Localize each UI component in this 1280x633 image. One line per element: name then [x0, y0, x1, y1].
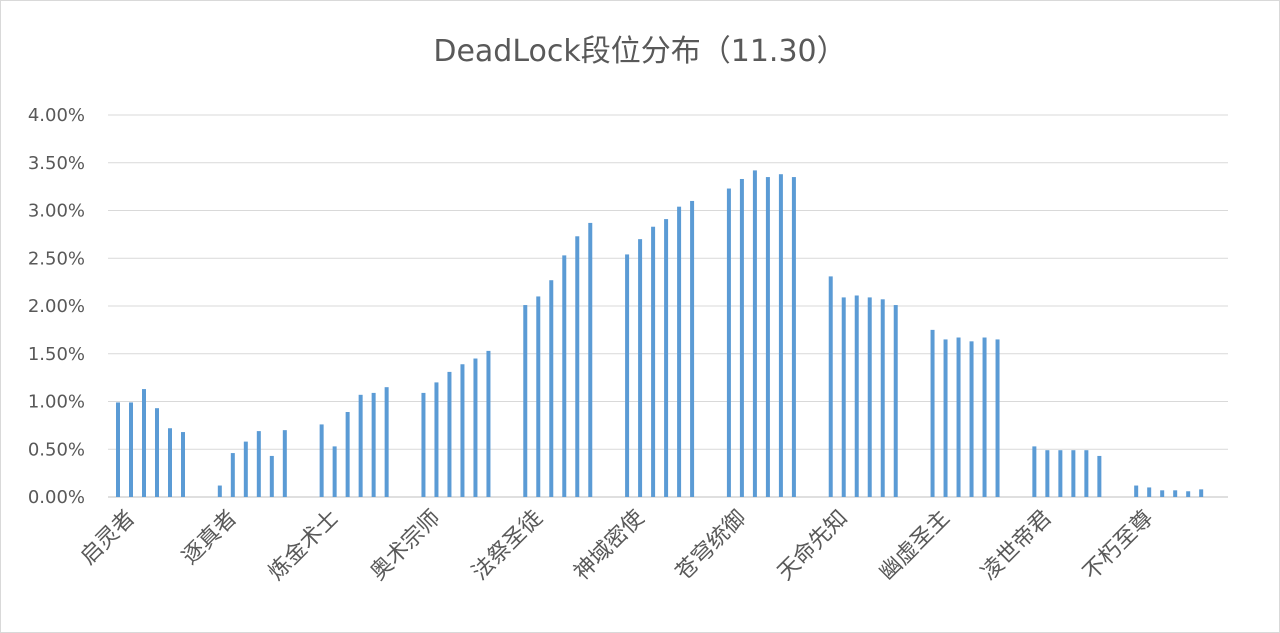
bars: [116, 170, 1204, 498]
bar: [893, 305, 898, 497]
bar: [956, 337, 961, 497]
x-category-label: 启灵者: [76, 506, 140, 570]
bar: [116, 402, 120, 497]
y-tick-label: 0.50%: [28, 439, 85, 460]
bar: [638, 239, 643, 497]
y-tick-label: 1.50%: [28, 344, 85, 365]
bar: [421, 392, 426, 497]
bar: [282, 430, 287, 497]
y-axis-ticks: 0.00% 0.50% 1.00% 1.50% 2.00% 2.50% 3.00% 3.50%…: [28, 105, 85, 508]
bar: [1084, 450, 1089, 497]
bar: [1045, 450, 1050, 497]
bar: [880, 299, 885, 497]
bar: [319, 424, 324, 497]
bar: [536, 296, 541, 497]
bar: [765, 177, 770, 497]
bar: [256, 431, 261, 497]
y-tick-label: 1.00%: [28, 392, 85, 413]
y-tick-label: 3.00%: [28, 201, 85, 222]
bar: [384, 387, 389, 497]
bar: [562, 255, 567, 497]
bar: [651, 226, 656, 498]
bar: [549, 280, 554, 497]
x-category-label: 神域密使: [569, 506, 649, 586]
bar: [181, 432, 185, 497]
bar: [867, 297, 872, 497]
bar: [1160, 490, 1165, 497]
x-category-label: 奥术宗师: [366, 506, 446, 586]
bar: [930, 329, 935, 497]
bar: [447, 371, 452, 497]
y-tick-label: 3.50%: [28, 153, 85, 174]
x-category-label: 逐真者: [178, 506, 242, 570]
y-tick-label: 2.50%: [28, 248, 85, 269]
bar: [473, 358, 478, 497]
bar: [1173, 490, 1178, 497]
y-tick-label: 4.00%: [28, 105, 85, 126]
bar: [460, 364, 465, 497]
bar: [1058, 450, 1063, 497]
x-category-label: 天命先知: [773, 506, 853, 586]
y-tick-label: 2.00%: [28, 296, 85, 317]
bar: [995, 339, 1000, 497]
bar: [1097, 455, 1102, 497]
bar: [358, 394, 363, 497]
bar: [791, 177, 796, 497]
bar: [1032, 446, 1037, 497]
bar: [168, 428, 172, 497]
bar: [664, 219, 669, 497]
bar: [1186, 491, 1191, 497]
bar: [726, 188, 731, 497]
bar: [752, 170, 757, 497]
bar: [854, 295, 859, 497]
bar: [332, 446, 337, 497]
bar: [523, 305, 528, 497]
x-category-label: 幽虚圣主: [875, 506, 955, 586]
bar: [486, 350, 491, 497]
x-category-label: 凌世帝君: [977, 506, 1057, 586]
x-category-label: 炼金术士: [264, 506, 344, 586]
bar: [1071, 450, 1076, 497]
x-axis-labels: 启灵者 逐真者 炼金术士 奥术宗师 法祭圣徒 神域密使 苍穹统御 天命先知 幽虚圣主 凌世帝君 不朽…: [76, 506, 1159, 586]
bar: [269, 455, 274, 497]
bar: [588, 222, 593, 498]
bar: [142, 389, 146, 497]
x-category-label: 法祭圣徒: [468, 506, 548, 586]
bar: [371, 392, 376, 497]
bar: [677, 206, 682, 497]
bar: [434, 382, 439, 497]
bar: [969, 341, 974, 497]
bar: [943, 339, 948, 497]
bar: [625, 254, 630, 497]
bar: [1134, 485, 1139, 497]
bar: [155, 408, 159, 497]
bar: [1147, 487, 1152, 497]
bar: [841, 297, 846, 497]
y-tick-label: 0.00%: [28, 487, 85, 508]
chart-title: DeadLock段位分布（11.30）: [433, 34, 847, 69]
bar: [575, 236, 580, 497]
bar: [217, 485, 222, 497]
bar: [828, 276, 833, 497]
bar: [982, 337, 987, 497]
bar: [243, 441, 248, 497]
bar: [778, 174, 783, 497]
bar: [690, 200, 695, 497]
x-category-label: 不朽至尊: [1079, 506, 1159, 586]
bar: [345, 412, 350, 497]
bar: [1199, 489, 1204, 497]
bar: [739, 178, 744, 498]
bar: [230, 453, 235, 497]
bar: [129, 402, 133, 497]
x-category-label: 苍穹统御: [671, 506, 751, 586]
